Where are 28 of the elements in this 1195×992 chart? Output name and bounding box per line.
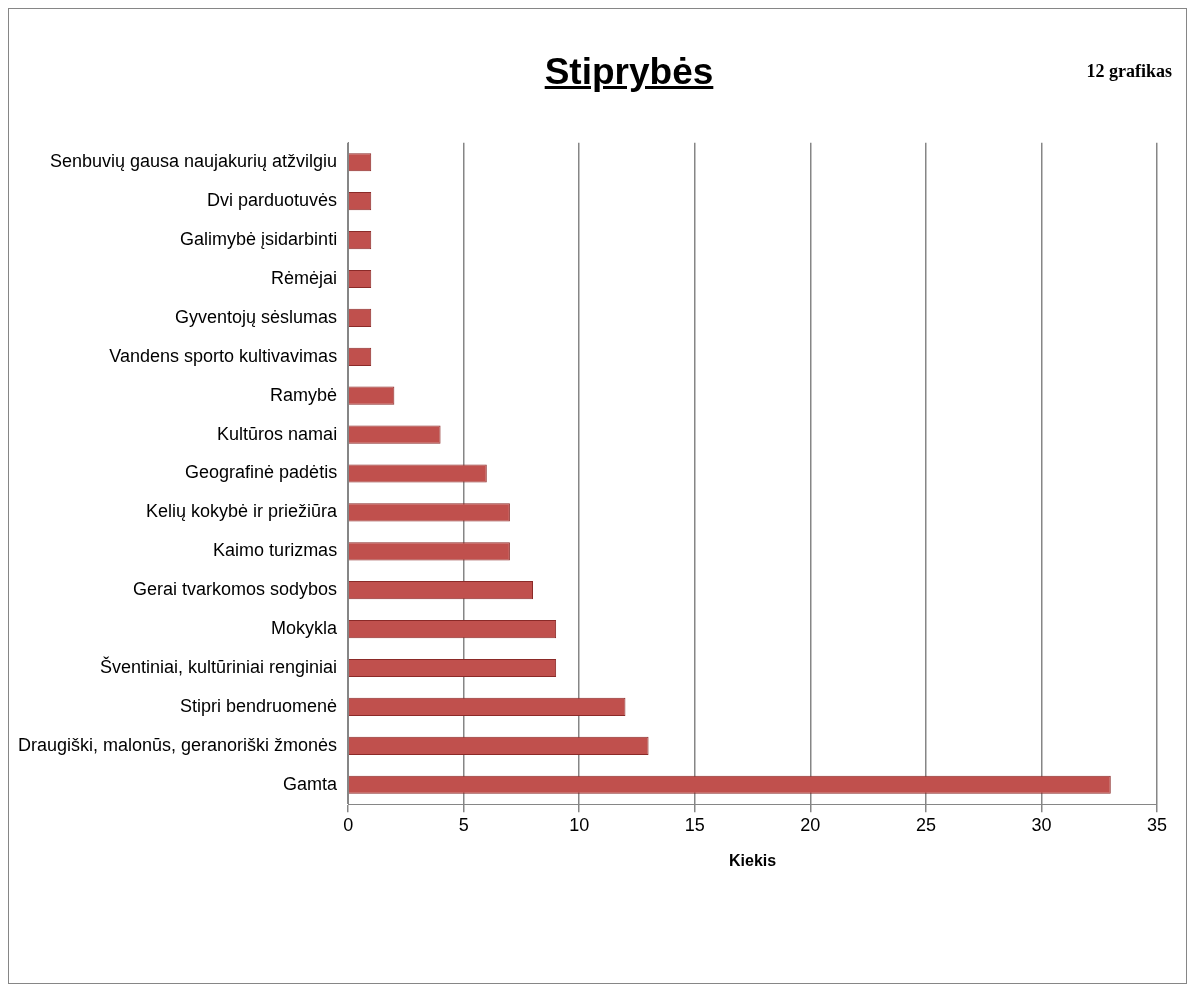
x-tick-label: 15 <box>684 814 705 835</box>
y-tick-label: Draugiški, malonūs, geranoriški žmonės <box>17 734 338 755</box>
y-tick-label: Gerai tvarkomos sodybos <box>133 579 338 600</box>
y-tick-label: Gyventojų sėslumas <box>175 306 338 327</box>
x-tick-label: 30 <box>1031 814 1052 835</box>
y-tick-label: Ramybė <box>270 384 338 405</box>
y-tick-label: Dvi parduotuvės <box>207 190 338 211</box>
y-tick-label: Kultūros namai <box>217 423 338 444</box>
y-tick-label: Senbuvių gausa naujakurių atžvilgiu <box>49 151 338 172</box>
x-tick-label: 20 <box>800 814 821 835</box>
y-tick-label: Šventiniai, kultūriniai renginiai <box>99 656 338 677</box>
x-tick-label: 5 <box>458 814 469 835</box>
y-tick-label: Kelių kokybė ir priežiūra <box>146 501 339 522</box>
y-tick-label: Gamta <box>283 773 339 794</box>
y-tick-label: Kaimo turizmas <box>213 540 338 561</box>
text: 12 grafikas <box>1086 61 1172 82</box>
x-tick-label: 35 <box>1146 814 1168 835</box>
x-tick-label: 25 <box>915 814 936 835</box>
y-tick-label: Mokykla <box>271 618 339 639</box>
y-tick-label: Geografinė padėtis <box>185 462 338 483</box>
y-tick-label: Stipri bendruomenė <box>180 695 338 716</box>
y-tick-label: Rėmėjai <box>271 267 338 288</box>
x-tick-label: 0 <box>343 814 354 835</box>
y-tick-label: Galimybė įsidarbinti <box>180 229 338 250</box>
chart-title: Stiprybės <box>543 51 715 93</box>
x-tick-label: 10 <box>569 814 590 835</box>
x-axis-title: Kiekis <box>729 851 777 869</box>
y-tick-label: Vandens sporto kultivavimas <box>109 345 338 366</box>
